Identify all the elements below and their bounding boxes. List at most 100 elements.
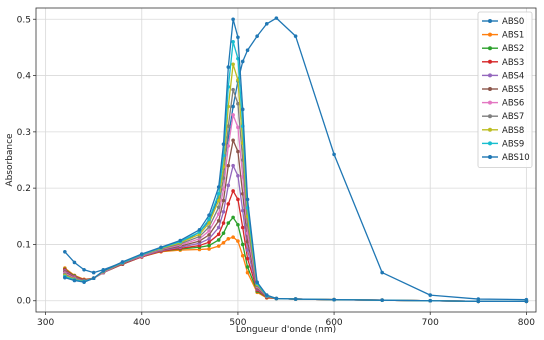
data-point bbox=[428, 298, 433, 303]
data-point bbox=[274, 16, 279, 20]
data-point bbox=[101, 269, 106, 273]
data-point bbox=[216, 238, 221, 242]
data-point bbox=[207, 243, 211, 248]
legend-marker bbox=[488, 114, 492, 119]
data-point bbox=[332, 297, 336, 302]
data-point bbox=[72, 260, 77, 265]
data-point bbox=[245, 265, 250, 269]
data-point bbox=[231, 235, 235, 239]
series-line bbox=[64, 41, 527, 302]
data-point bbox=[264, 21, 269, 26]
data-point bbox=[236, 173, 240, 178]
data-point bbox=[236, 197, 240, 202]
legend-item: ABS10 bbox=[482, 153, 530, 163]
x-tick-label: 300 bbox=[37, 318, 54, 328]
data-point bbox=[216, 212, 221, 216]
data-point bbox=[236, 149, 240, 154]
data-point bbox=[332, 152, 336, 157]
data-point bbox=[240, 59, 245, 64]
x-tick-label: 800 bbox=[518, 318, 535, 328]
legend-marker bbox=[488, 46, 492, 51]
data-point bbox=[216, 198, 221, 203]
data-point bbox=[240, 253, 245, 258]
legend-marker bbox=[488, 59, 492, 64]
legend-label: ABS8 bbox=[502, 126, 524, 136]
data-point bbox=[82, 267, 86, 272]
series-line bbox=[64, 164, 527, 302]
data-point bbox=[82, 280, 86, 284]
data-point bbox=[245, 270, 250, 275]
data-point bbox=[231, 39, 235, 44]
data-point bbox=[240, 107, 245, 112]
series-abs5 bbox=[63, 138, 529, 304]
data-point bbox=[139, 252, 144, 256]
data-point bbox=[221, 209, 226, 214]
legend-label: ABS2 bbox=[502, 44, 524, 54]
legend-item: ABS0 bbox=[482, 17, 524, 27]
data-point bbox=[240, 242, 245, 247]
data-point bbox=[216, 191, 221, 196]
series-line bbox=[64, 139, 527, 302]
data-point bbox=[231, 87, 235, 92]
data-point bbox=[264, 293, 269, 297]
data-point bbox=[207, 217, 211, 221]
series-abs3 bbox=[63, 189, 529, 304]
data-point bbox=[221, 142, 226, 147]
data-point bbox=[293, 297, 298, 301]
data-point bbox=[178, 238, 183, 243]
x-tick-label: 400 bbox=[133, 318, 150, 328]
series-abs6 bbox=[63, 113, 529, 304]
legend-marker bbox=[488, 32, 492, 37]
data-point bbox=[236, 35, 240, 40]
legend-label: ABS0 bbox=[502, 17, 524, 27]
data-point bbox=[207, 221, 211, 225]
data-point bbox=[207, 225, 211, 229]
series-abs10 bbox=[63, 17, 529, 304]
data-point bbox=[231, 62, 235, 67]
series-line bbox=[64, 114, 527, 302]
data-point bbox=[91, 270, 96, 275]
data-point bbox=[72, 278, 77, 283]
legend-item: ABS2 bbox=[482, 44, 524, 54]
plot-area bbox=[35, 7, 537, 313]
legend-marker bbox=[488, 73, 492, 78]
series-layer bbox=[63, 16, 529, 304]
legend-label: ABS5 bbox=[502, 85, 524, 95]
data-point bbox=[221, 221, 226, 225]
data-point bbox=[245, 256, 250, 261]
legend: ABS0 ABS1 ABS2 ABS3 ABS4 ABS5 ABS6 ABS7 ABS8 ABS9… bbox=[477, 11, 533, 169]
data-point bbox=[221, 198, 226, 203]
data-point bbox=[236, 239, 240, 243]
data-point bbox=[231, 163, 235, 168]
legend-item: ABS8 bbox=[482, 126, 524, 136]
data-point bbox=[207, 237, 211, 241]
data-point bbox=[476, 299, 481, 304]
data-point bbox=[231, 104, 235, 109]
data-point bbox=[63, 275, 67, 280]
data-point bbox=[245, 48, 250, 53]
series-abs7 bbox=[63, 87, 529, 304]
data-point bbox=[231, 113, 235, 117]
data-point bbox=[236, 125, 240, 130]
data-point bbox=[207, 233, 211, 237]
y-tick-label: 0.5 bbox=[17, 15, 31, 25]
legend-item: ABS1 bbox=[482, 31, 524, 41]
data-point bbox=[380, 298, 384, 302]
data-point bbox=[245, 248, 250, 252]
data-point bbox=[207, 229, 211, 233]
data-point bbox=[226, 144, 231, 148]
data-point bbox=[120, 260, 125, 264]
series-line bbox=[64, 190, 527, 302]
x-axis-label: Longueur d'onde (nm) bbox=[236, 325, 336, 335]
data-point bbox=[207, 247, 211, 251]
data-point bbox=[216, 205, 221, 210]
legend-item: ABS5 bbox=[482, 85, 524, 95]
data-point bbox=[274, 296, 279, 301]
y-tick-label: 0.2 bbox=[17, 184, 31, 194]
data-point bbox=[226, 221, 231, 225]
data-point bbox=[221, 187, 226, 192]
legend-label: ABS7 bbox=[502, 112, 524, 122]
data-point bbox=[91, 276, 96, 281]
x-tick-label: 500 bbox=[229, 318, 246, 328]
